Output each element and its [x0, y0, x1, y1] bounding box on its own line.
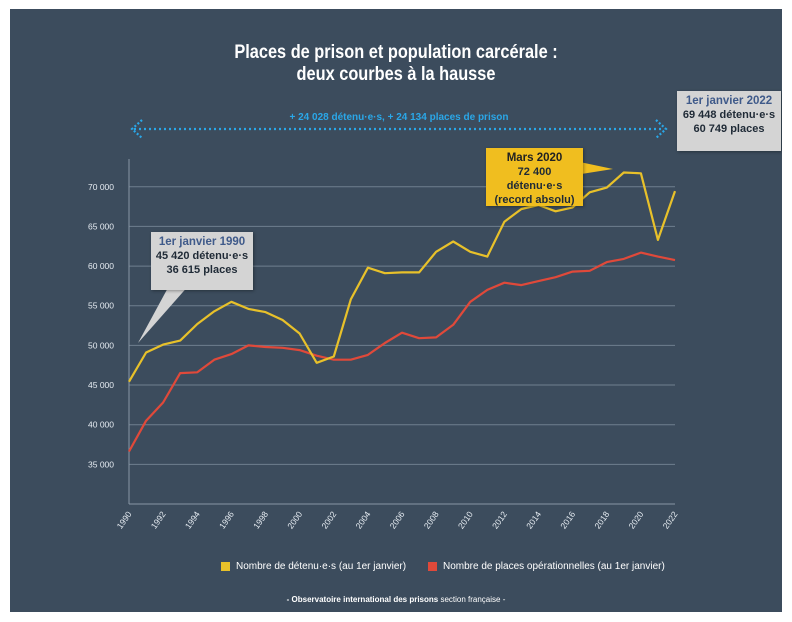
legend-swatch-places: [428, 562, 437, 571]
y-tick-label: 35 000: [88, 459, 114, 469]
source-credit: - Observatoire international des prisons…: [10, 595, 782, 604]
credit-section: section française -: [440, 595, 506, 604]
period-banner: + 24 028 détenu·e·s, + 24 134 places de …: [130, 112, 668, 139]
infographic-panel: Places de prison et population carcérale…: [10, 9, 782, 612]
callout-2020: Mars 2020 72 400 détenu·e·s (record abso…: [486, 148, 583, 206]
banner-arrow-left-icon: [130, 119, 143, 139]
x-tick-label: 2016: [558, 509, 577, 530]
x-tick-label: 1996: [217, 509, 236, 530]
callout-2022-detenus: 69 448 détenu·e·s: [682, 109, 776, 121]
x-tick-label: 1992: [149, 509, 168, 530]
x-tick-label: 2014: [524, 509, 543, 530]
x-tick-label: 2008: [422, 509, 441, 530]
callout-1990: 1er janvier 1990 45 420 détenu·e·s 36 61…: [151, 232, 253, 290]
x-tick-label: 2006: [388, 509, 407, 530]
callout-2020-date: Mars 2020: [506, 152, 563, 164]
x-tick-label: 1998: [251, 509, 270, 530]
y-tick-label: 55 000: [88, 301, 114, 311]
legend: Nombre de détenu·e·s (au 1er janvier) No…: [10, 561, 782, 581]
y-tick-label: 60 000: [88, 261, 114, 271]
x-tick-label: 2012: [490, 509, 509, 530]
callout-1990-date: 1er janvier 1990: [158, 236, 246, 248]
x-tick-label: 2022: [661, 509, 680, 530]
x-tick-label: 2010: [456, 509, 475, 530]
y-tick-label: 40 000: [88, 420, 114, 430]
callout-2020-detenus: 72 400 détenu·e·s: [506, 166, 563, 192]
grid-lines: [129, 186, 675, 465]
callout-2022: 1er janvier 2022 69 448 détenu·e·s 60 74…: [677, 91, 781, 151]
banner-arrow-right-icon: [655, 119, 668, 139]
line-chart: 35 000 40 000 45 000 50 000 55 000 60 000 65 0…: [88, 112, 702, 531]
callout-2022-date: 1er janvier 2022: [685, 95, 773, 107]
series: [128, 171, 677, 453]
x-tick-label: 1990: [115, 509, 134, 530]
callout-2022-places: 60 749 places: [693, 123, 765, 135]
callout-1990-places: 36 615 places: [166, 264, 238, 276]
credit-organisation: - Observatoire international des prisons: [286, 595, 439, 604]
legend-item-places: Nombre de places opérationnelles (au 1er…: [428, 561, 665, 572]
legend-label-places: Nombre de places opérationnelles (au 1er…: [443, 561, 665, 572]
y-tick-label: 45 000: [88, 380, 114, 390]
y-tick-label: 50 000: [88, 340, 114, 350]
legend-item-detenus: Nombre de détenu·e·s (au 1er janvier): [221, 561, 406, 572]
x-tick-label: 2004: [353, 509, 372, 530]
callout-1990-pointer: [138, 284, 190, 343]
banner-label: + 24 028 détenu·e·s, + 24 134 places de …: [290, 112, 509, 123]
x-tick-label: 2002: [319, 509, 338, 530]
legend-swatch-detenus: [221, 562, 230, 571]
legend-label-detenus: Nombre de détenu·e·s (au 1er janvier): [236, 561, 407, 572]
callout-2020-pointer: [575, 161, 613, 175]
chart-title-line1: Places de prison et population carcérale…: [234, 42, 558, 63]
x-tick-label: 2000: [285, 509, 304, 530]
y-tick-label: 70 000: [88, 182, 114, 192]
callout-1990-detenus: 45 420 détenu·e·s: [155, 250, 249, 262]
x-tick-label: 2020: [626, 509, 645, 530]
x-tick-label: 1994: [183, 509, 202, 530]
series-line-detenus: [128, 171, 677, 383]
chart-title-line2: deux courbes à la hausse: [296, 64, 496, 85]
x-tick-label: 2018: [592, 509, 611, 530]
callout-2020-note: (record absolu): [494, 194, 575, 206]
series-line-places: [128, 251, 676, 453]
y-tick-label: 65 000: [88, 221, 114, 231]
